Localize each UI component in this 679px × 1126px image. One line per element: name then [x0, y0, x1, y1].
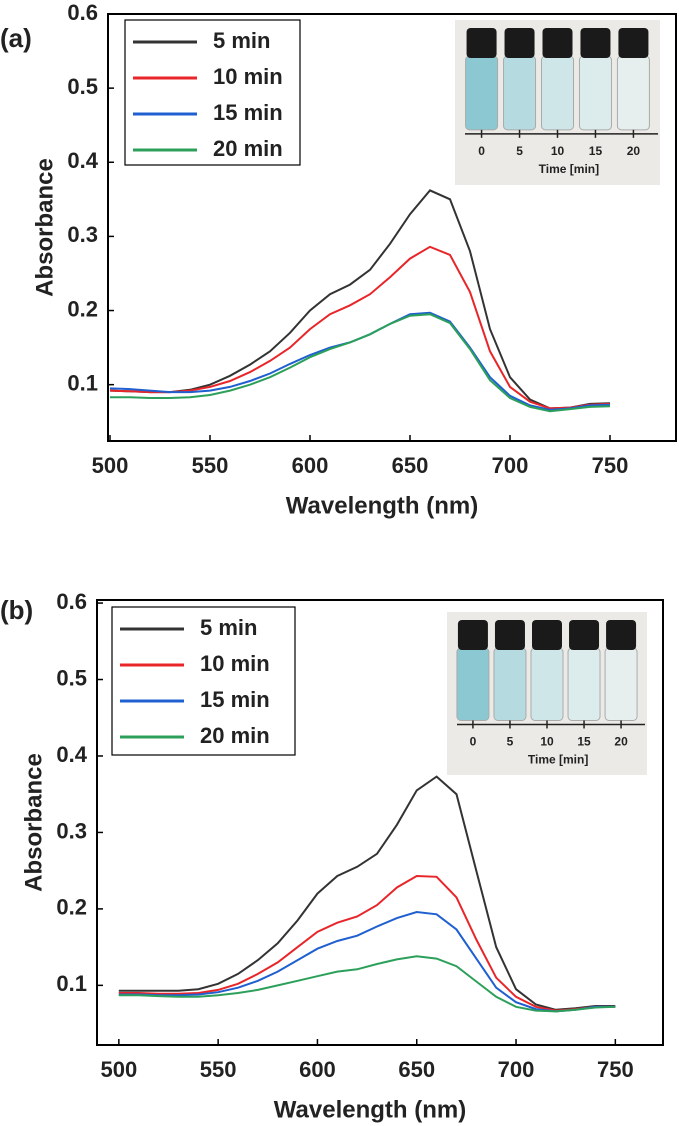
- vial-body: [616, 55, 650, 131]
- vial-cap: [504, 28, 535, 58]
- vial-cap: [580, 28, 611, 58]
- legend-label: 20 min: [200, 723, 270, 748]
- legend-label: 20 min: [213, 136, 283, 161]
- vial-body: [578, 55, 612, 131]
- x-tick-label: 550: [192, 453, 229, 478]
- y-tick-label: 0.4: [67, 148, 98, 173]
- x-tick-label: 500: [100, 1057, 137, 1082]
- legend-label: 5 min: [200, 615, 257, 640]
- vial-body: [493, 647, 527, 721]
- x-tick-label: 700: [498, 1057, 535, 1082]
- spectrum-line: [109, 245, 611, 410]
- x-tick-label: 600: [292, 453, 329, 478]
- legend-label: 5 min: [213, 28, 270, 53]
- spectrum-line: [110, 313, 611, 413]
- inset-tick-label: 15: [589, 144, 603, 158]
- inset-tick-label: 20: [614, 735, 628, 749]
- spectrum-line: [109, 189, 611, 410]
- spectrum-line: [118, 910, 616, 1013]
- inset-tick-label: 10: [551, 144, 565, 158]
- vial-body: [530, 647, 564, 721]
- x-axis-title: Wavelength (nm): [274, 1096, 466, 1123]
- legend-label: 15 min: [200, 687, 270, 712]
- inset-tick-label: 20: [627, 144, 641, 158]
- y-tick-label: 0.2: [56, 895, 87, 920]
- plot-frame: [96, 599, 664, 1046]
- inset-axis-label: Time [min]: [528, 753, 588, 767]
- inset-tick-label: 5: [507, 735, 514, 749]
- x-tick-label: 650: [398, 1057, 435, 1082]
- y-axis-title: Absorbance: [31, 158, 58, 297]
- x-tick-label: 600: [299, 1057, 336, 1082]
- x-tick-label: 650: [392, 453, 429, 478]
- x-tick-label: 750: [597, 1057, 634, 1082]
- panel-label: (b): [0, 595, 33, 625]
- panel-label: (a): [0, 23, 32, 53]
- spectrum-line: [118, 775, 616, 1011]
- vial-cap: [494, 620, 525, 650]
- vial-cap: [532, 620, 562, 650]
- vial-body: [465, 55, 499, 131]
- vial-cap: [569, 620, 600, 650]
- x-tick-label: 550: [200, 1057, 237, 1082]
- vial-body: [604, 647, 638, 721]
- plot-frame: [107, 13, 677, 442]
- y-tick-label: 0.6: [67, 0, 98, 25]
- inset-tick-label: 0: [470, 735, 477, 749]
- y-tick-label: 0.3: [67, 222, 98, 247]
- vial-body: [541, 55, 574, 131]
- x-tick-label: 700: [492, 453, 529, 478]
- spectrum-line: [118, 955, 616, 1013]
- legend-label: 10 min: [213, 64, 283, 89]
- inset-tick-label: 15: [577, 735, 591, 749]
- vial-cap: [466, 28, 497, 58]
- y-tick-label: 0.1: [67, 370, 98, 395]
- legend-label: 15 min: [213, 100, 283, 125]
- vial-body: [567, 647, 601, 721]
- x-tick-label: 750: [592, 453, 629, 478]
- y-tick-label: 0.5: [56, 665, 87, 690]
- spectrum-line: [118, 874, 616, 1012]
- x-axis-title: Wavelength (nm): [286, 492, 478, 519]
- spectrum-line: [109, 311, 611, 411]
- vial-cap: [618, 28, 649, 58]
- legend-label: 10 min: [200, 651, 270, 676]
- inset-tick-label: 0: [478, 144, 485, 158]
- vial-body: [456, 647, 490, 721]
- vial-cap: [606, 620, 637, 650]
- legend-box: [111, 606, 296, 756]
- inset-axis-label: Time [min]: [539, 162, 599, 176]
- y-tick-label: 0.2: [67, 296, 98, 321]
- y-axis-title: Absorbance: [20, 753, 47, 892]
- inset-tick-label: 5: [516, 144, 523, 158]
- y-tick-label: 0.6: [56, 589, 87, 614]
- y-tick-label: 0.4: [56, 742, 87, 767]
- y-tick-label: 0.5: [67, 74, 98, 99]
- vial-cap: [457, 620, 488, 650]
- y-tick-label: 0.3: [56, 818, 87, 843]
- vial-body: [503, 55, 537, 131]
- legend-box: [124, 19, 301, 166]
- inset-tick-label: 10: [540, 735, 554, 749]
- vial-cap: [542, 28, 573, 58]
- x-tick-label: 500: [92, 453, 129, 478]
- y-tick-label: 0.1: [56, 971, 87, 996]
